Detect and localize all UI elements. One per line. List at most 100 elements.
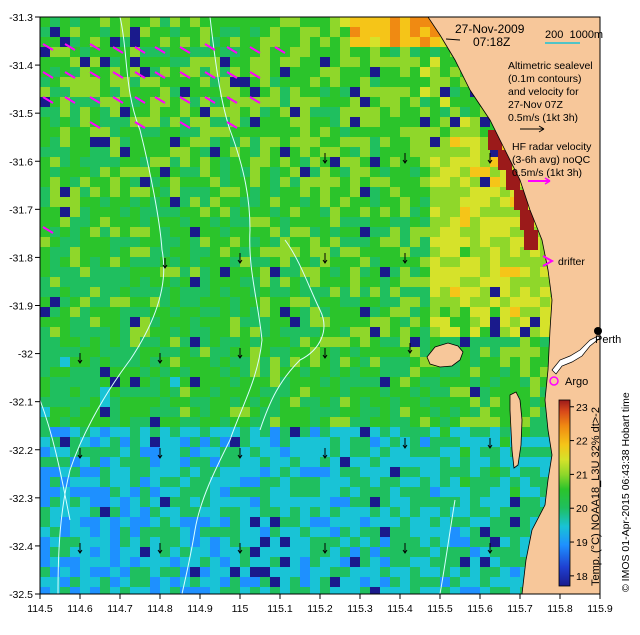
sst-cell xyxy=(460,387,470,397)
sst-cell xyxy=(330,37,340,47)
sst-cell xyxy=(280,97,290,107)
sst-cell xyxy=(150,117,160,127)
sst-cell xyxy=(340,527,350,537)
sst-cell xyxy=(230,327,240,337)
sst-cell xyxy=(140,377,150,387)
sst-cell xyxy=(420,87,430,97)
sst-cell xyxy=(330,547,340,557)
sst-cell xyxy=(310,107,320,117)
sst-cell xyxy=(250,97,260,107)
sst-cell xyxy=(40,37,50,47)
sst-cell xyxy=(320,427,330,437)
sst-cell xyxy=(400,317,410,327)
sst-cell xyxy=(80,537,90,547)
sst-cell xyxy=(320,527,330,537)
sst-cell xyxy=(240,217,250,227)
sst-cell xyxy=(90,567,100,577)
sst-cell xyxy=(360,467,370,477)
sst-cell xyxy=(380,47,390,57)
lon-tick-label: 115.2 xyxy=(307,603,333,615)
sst-cell xyxy=(400,267,410,277)
sst-cell xyxy=(140,567,150,577)
sst-cell xyxy=(60,497,70,507)
sst-cell xyxy=(360,197,370,207)
sst-cell xyxy=(80,197,90,207)
sst-cell xyxy=(100,557,110,567)
sst-cell xyxy=(140,397,150,407)
sst-cell xyxy=(260,517,270,527)
sst-cell xyxy=(420,367,430,377)
sst-cell xyxy=(160,197,170,207)
sst-cell xyxy=(240,227,250,237)
sst-cell xyxy=(440,187,450,197)
sst-cell xyxy=(190,567,200,577)
sst-cell xyxy=(250,47,260,57)
sst-cell xyxy=(50,567,60,577)
sst-cell xyxy=(70,217,80,227)
sst-cell xyxy=(350,417,360,427)
sst-cell xyxy=(220,467,230,477)
sst-cell xyxy=(100,197,110,207)
sst-cell xyxy=(80,157,90,167)
sst-cell xyxy=(440,587,450,594)
sst-cell xyxy=(520,437,530,447)
sst-cell xyxy=(140,537,150,547)
sst-cell xyxy=(360,367,370,377)
sst-cell xyxy=(420,67,430,77)
sst-cell xyxy=(90,77,100,87)
sst-cell xyxy=(300,327,310,337)
sst-cell xyxy=(360,487,370,497)
sst-cell xyxy=(150,337,160,347)
sst-cell xyxy=(110,357,120,367)
sst-cell xyxy=(90,427,100,437)
sst-cell xyxy=(210,247,220,257)
sst-cell xyxy=(150,97,160,107)
sst-cell xyxy=(310,367,320,377)
sst-cell xyxy=(410,307,420,317)
sst-cell xyxy=(310,267,320,277)
sst-cell xyxy=(320,77,330,87)
sst-cell xyxy=(180,117,190,127)
sst-cell xyxy=(290,307,300,317)
sst-cell xyxy=(450,257,460,267)
sst-cell xyxy=(420,327,430,337)
sst-cell xyxy=(250,477,260,487)
sst-cell xyxy=(130,47,140,57)
sst-cell xyxy=(190,157,200,167)
sst-cell xyxy=(400,337,410,347)
sst-cell xyxy=(180,587,190,594)
sst-cell xyxy=(220,227,230,237)
sst-cell xyxy=(70,587,80,594)
sst-cell xyxy=(330,437,340,447)
sst-cell xyxy=(240,547,250,557)
sst-cell xyxy=(350,237,360,247)
sst-cell xyxy=(230,227,240,237)
sst-cell xyxy=(150,537,160,547)
sst-cell xyxy=(120,157,130,167)
sst-cell xyxy=(40,257,50,267)
sst-cell xyxy=(210,47,220,57)
sst-cell xyxy=(470,527,480,537)
sst-cell xyxy=(260,437,270,447)
sst-cell xyxy=(260,487,270,497)
hf-velocity-arrow xyxy=(179,46,191,54)
sst-cell xyxy=(210,87,220,97)
sst-cell xyxy=(50,17,60,27)
sst-cell xyxy=(380,97,390,107)
sst-cell xyxy=(200,137,210,147)
sst-cell xyxy=(420,177,430,187)
sst-cell xyxy=(510,517,520,527)
sst-cell xyxy=(70,437,80,447)
sst-cell xyxy=(90,257,100,267)
sst-cell xyxy=(350,487,360,497)
sst-cell xyxy=(410,237,420,247)
sst-cell xyxy=(280,297,290,307)
sst-cell xyxy=(110,67,120,77)
sst-cell xyxy=(420,107,430,117)
sst-cell xyxy=(130,137,140,147)
sst-cell xyxy=(400,467,410,477)
sst-cell xyxy=(350,97,360,107)
sst-cell xyxy=(200,557,210,567)
sst-cell xyxy=(330,267,340,277)
sst-cell xyxy=(380,527,390,537)
